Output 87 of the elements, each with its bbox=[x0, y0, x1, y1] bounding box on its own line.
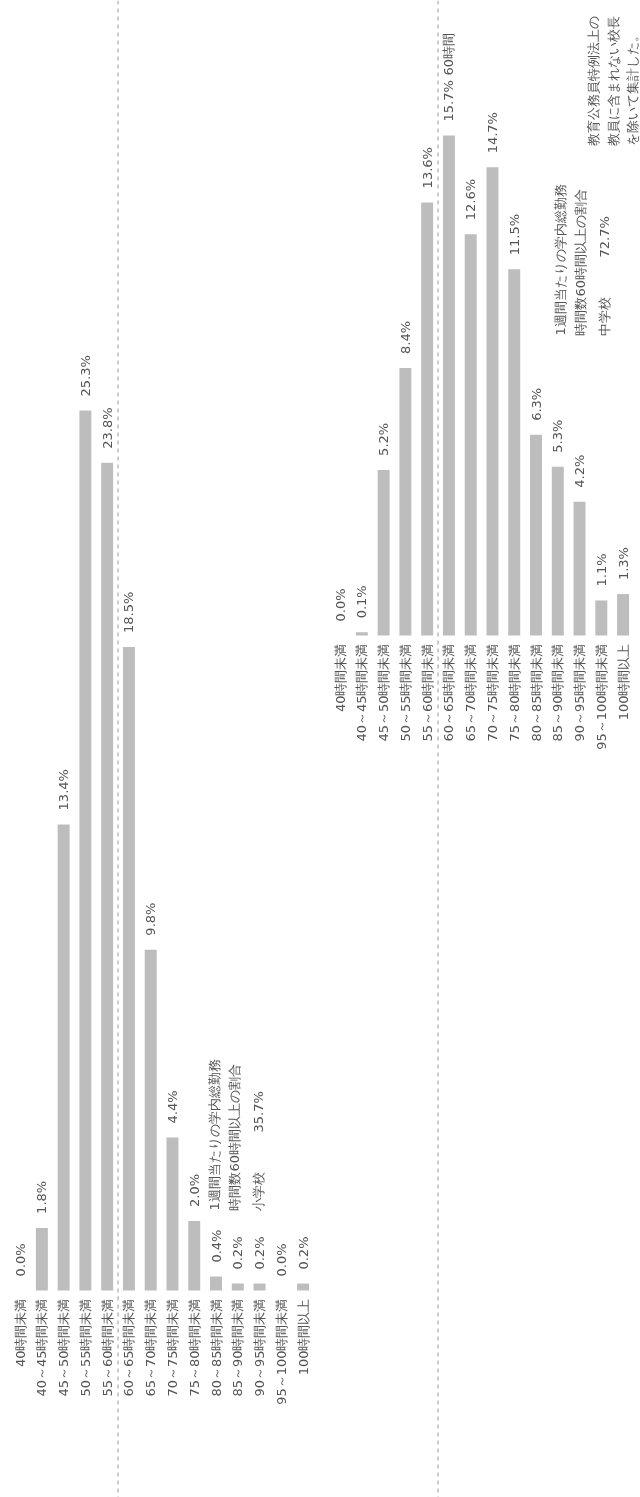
x-tick-label: 40～45時間未満 bbox=[34, 1298, 50, 1397]
x-tick-label: 40～45時間未満 bbox=[354, 643, 370, 742]
data-label: 0.4% bbox=[208, 1229, 224, 1263]
data-label: 15.7% bbox=[441, 80, 457, 122]
data-label: 2.0% bbox=[186, 1173, 202, 1207]
x-tick-label: 70～75時間未満 bbox=[484, 643, 500, 742]
x-tick-label: 40時間未満 bbox=[332, 643, 348, 713]
x-tick-label: 75～80時間未満 bbox=[186, 1298, 202, 1397]
data-label: 0.2% bbox=[252, 1236, 268, 1270]
data-label: 23.8% bbox=[99, 407, 115, 449]
x-tick-label: 55～60時間未満 bbox=[99, 1298, 115, 1397]
annotation: 小学校 35.7% bbox=[250, 1091, 266, 1211]
bar bbox=[231, 1283, 244, 1291]
x-tick-label: 90～95時間未満 bbox=[252, 1298, 268, 1397]
annotation: 中学校 72.7% bbox=[596, 216, 612, 336]
bar bbox=[486, 167, 499, 636]
x-tick-label: 50～55時間未満 bbox=[397, 643, 413, 742]
data-label: 14.7% bbox=[484, 112, 500, 154]
x-tick-label: 55～60時間未満 bbox=[419, 643, 435, 742]
bar bbox=[355, 632, 368, 636]
data-label: 0.0% bbox=[273, 1243, 289, 1277]
x-tick-label: 100時間以上 bbox=[615, 643, 631, 721]
data-label: 0.0% bbox=[332, 588, 348, 622]
data-label: 9.8% bbox=[143, 902, 159, 936]
x-tick-label: 45～50時間未満 bbox=[376, 643, 392, 742]
bar bbox=[253, 1283, 266, 1291]
data-label: 1.3% bbox=[615, 547, 631, 581]
x-tick-label: 75～80時間未満 bbox=[506, 643, 522, 742]
bar bbox=[57, 824, 70, 1291]
bar bbox=[573, 501, 586, 636]
data-label: 18.5% bbox=[121, 591, 137, 634]
bar bbox=[122, 647, 135, 1291]
bar bbox=[101, 462, 114, 1291]
x-tick-label: 95～100時間未満 bbox=[593, 643, 609, 750]
bar bbox=[144, 949, 157, 1291]
bar bbox=[464, 234, 477, 636]
annotation: 1週間当たりの学内総勤務時間数60時間以上の割合 bbox=[553, 184, 588, 336]
data-label: 5.2% bbox=[376, 422, 392, 456]
x-tick-label: 90～95時間未満 bbox=[572, 643, 588, 742]
data-label: 0.2% bbox=[230, 1236, 246, 1270]
bar bbox=[442, 135, 455, 636]
data-label: 0.0% bbox=[12, 1243, 28, 1277]
x-tick-label: 60～65時間未満 bbox=[441, 643, 457, 742]
bar bbox=[297, 1283, 310, 1291]
bar bbox=[530, 434, 542, 636]
bar bbox=[551, 466, 564, 636]
bar bbox=[210, 1276, 222, 1291]
annotation: 1週間当たりの学内総勤務時間数60時間以上の割合 bbox=[207, 1059, 242, 1211]
x-tick-label: 70～75時間未満 bbox=[164, 1298, 180, 1397]
data-label: 8.4% bbox=[397, 320, 413, 354]
x-tick-label: 100時間以上 bbox=[295, 1298, 311, 1376]
data-label: 4.2% bbox=[572, 454, 588, 488]
data-label: 25.3% bbox=[77, 355, 93, 397]
data-label: 1.8% bbox=[34, 1180, 50, 1214]
data-label: 4.4% bbox=[164, 1090, 180, 1124]
data-label: 11.5% bbox=[506, 213, 522, 256]
x-tick-label: 50～55時間未満 bbox=[77, 1298, 93, 1397]
annotation: 教育公務員特例法上の教員に含まれない校長を除いて集計した。 bbox=[586, 15, 640, 146]
data-label: 0.2% bbox=[295, 1236, 311, 1270]
text: 60時間 bbox=[441, 32, 457, 76]
bar bbox=[79, 410, 92, 1291]
x-tick-label: 60～65時間未満 bbox=[121, 1298, 137, 1397]
bar bbox=[35, 1227, 48, 1291]
bar bbox=[166, 1137, 179, 1291]
x-tick-label: 45～50時間未満 bbox=[56, 1298, 72, 1397]
x-tick-label: 95～100時間未満 bbox=[273, 1298, 289, 1405]
x-tick-label: 85～90時間未満 bbox=[230, 1298, 246, 1397]
x-tick-label: 40時間未満 bbox=[12, 1298, 28, 1368]
data-label: 13.4% bbox=[56, 769, 72, 811]
data-label: 13.6% bbox=[419, 147, 435, 189]
x-tick-label: 85～90時間未満 bbox=[550, 643, 566, 742]
bar bbox=[421, 202, 434, 636]
bar bbox=[617, 594, 630, 636]
bar bbox=[595, 600, 608, 636]
bar bbox=[188, 1220, 201, 1291]
data-label: 5.3% bbox=[550, 419, 566, 453]
data-label: 0.1% bbox=[354, 585, 370, 619]
x-tick-label: 80～85時間未満 bbox=[528, 643, 544, 742]
x-tick-label: 65～70時間未満 bbox=[143, 1298, 159, 1397]
bar bbox=[508, 269, 521, 636]
bar bbox=[399, 367, 412, 636]
x-tick-label: 80～85時間未満 bbox=[208, 1298, 224, 1397]
data-label: 12.6% bbox=[463, 178, 479, 221]
bar bbox=[377, 469, 390, 636]
data-label: 6.3% bbox=[528, 387, 544, 421]
data-label: 1.1% bbox=[593, 553, 609, 587]
x-tick-label: 65～70時間未満 bbox=[463, 643, 479, 742]
